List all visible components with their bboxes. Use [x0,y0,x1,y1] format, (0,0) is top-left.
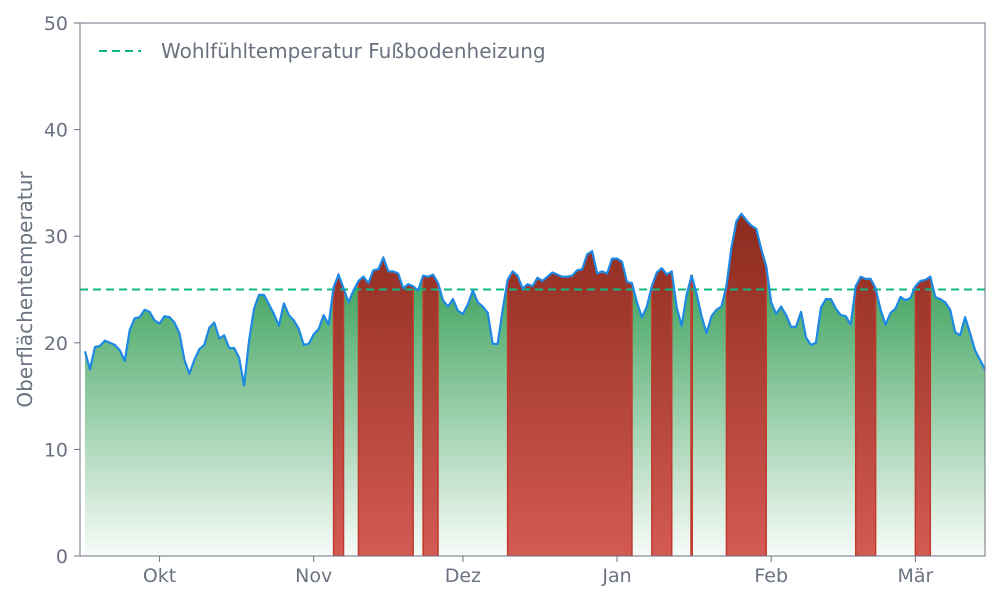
area-above-segment [854,275,877,556]
x-tick-label: Okt [143,565,176,587]
x-tick-label: Nov [295,565,332,587]
area-above-segment [422,273,439,556]
y-tick-label: 20 [44,333,68,355]
y-tick-label: 0 [56,546,68,568]
y-tick-label: 50 [44,13,68,35]
area-above-segment [357,255,414,556]
y-axis: 0 10 20 30 40 50 [44,13,80,568]
x-tick-label: Feb [754,565,788,587]
plot-frame [79,22,986,557]
x-tick-label: Jan [601,565,631,587]
series-line [83,212,985,387]
y-tick-label: 40 [44,120,68,142]
area-above-segment [332,272,345,556]
area-above-segment [725,212,767,556]
y-axis-label: Oberflächentemperatur [13,171,37,408]
area-above-segment [914,275,932,556]
x-tick-label: Dez [445,565,481,587]
area-above-segment [690,274,693,556]
legend-label: Wohlfühltemperatur Fußbodenheizung [161,39,546,63]
area-above-segment [506,249,633,556]
plot-area [80,212,985,556]
x-axis: Okt Nov Dez Jan Feb Mär [143,556,933,587]
y-tick-label: 30 [44,226,68,248]
x-tick-label: Mär [897,565,933,587]
area-above-segment [651,267,673,556]
y-tick-label: 10 [44,439,68,461]
legend: Wohlfühltemperatur Fußbodenheizung [99,39,546,63]
